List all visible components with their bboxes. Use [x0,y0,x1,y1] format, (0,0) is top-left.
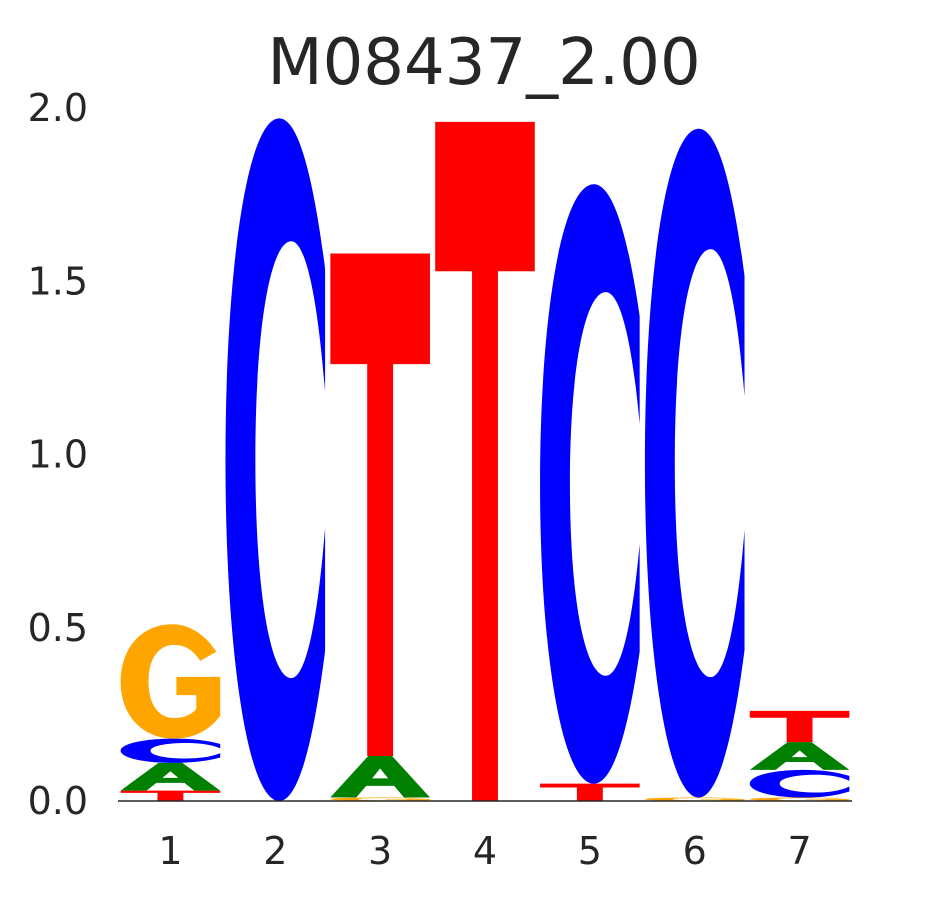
y-tick-label: 1.0 [28,433,88,477]
stack-position-7 [749,710,850,801]
letter-t [540,783,640,801]
letter-t [749,710,850,743]
x-tick-label: 2 [263,829,287,873]
letter-t [435,121,535,802]
letter-c [749,769,850,798]
stack-position-3 [330,253,430,801]
stack-position-4 [435,121,535,802]
x-tick-label: 1 [158,829,182,873]
x-tick-label: 5 [578,829,602,873]
letter-c [225,118,326,801]
letter-a [330,755,430,798]
y-tick-label: 0.5 [28,606,88,650]
letter-stacks [120,118,850,802]
x-tick-label: 7 [787,829,811,873]
chart-title: M08437_2.00 [267,26,700,100]
letter-c [120,738,221,763]
letter-t [120,790,221,802]
x-tick-label: 4 [473,829,497,873]
y-tick-label: 2.0 [28,86,88,130]
stack-position-2 [225,118,326,801]
letter-a [120,762,221,791]
y-axis: 0.0 0.5 1.0 1.5 2.0 [28,86,88,823]
x-axis: 1 2 3 4 5 6 7 [158,829,811,873]
stack-position-6 [644,128,745,801]
letter-t [330,253,430,756]
stack-position-5 [540,184,640,801]
letter-a [749,742,850,770]
letter-c [540,184,640,784]
y-tick-label: 0.0 [28,779,88,823]
stack-position-1 [120,624,221,802]
x-tick-label: 6 [683,829,707,873]
letter-c [644,128,745,798]
y-tick-label: 1.5 [28,259,88,303]
letter-g [120,624,221,739]
x-tick-label: 3 [368,829,392,873]
